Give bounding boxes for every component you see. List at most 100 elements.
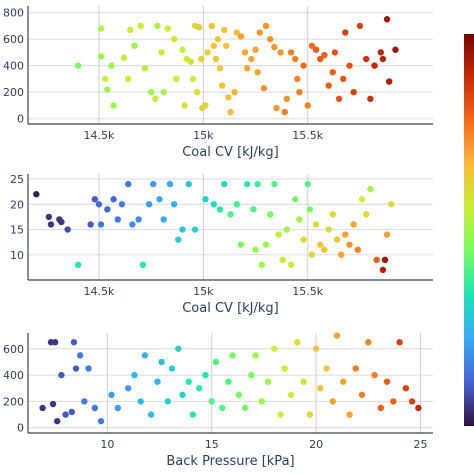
data-point (250, 206, 257, 213)
data-point (70, 339, 78, 346)
data-point (340, 378, 347, 385)
data-point (237, 33, 245, 40)
data-point (179, 46, 186, 53)
y-tick-label: 10 (10, 249, 24, 262)
data-point (62, 411, 69, 418)
data-point (346, 62, 353, 69)
data-point (212, 358, 220, 366)
data-point (365, 339, 372, 346)
data-point (415, 404, 422, 412)
data-point (227, 108, 234, 116)
data-point (97, 417, 105, 425)
data-point (216, 206, 224, 213)
data-point (275, 231, 282, 238)
data-point (233, 29, 240, 36)
data-point (141, 65, 149, 72)
y-tick-label: 800 (3, 7, 24, 20)
data-point (388, 201, 395, 208)
data-point (350, 221, 357, 228)
plot-1: 0 200 400 600 800 14.5k 15k 15.5k Coal CV [kJ/kg… (3, 6, 433, 160)
data-point (104, 206, 111, 213)
colorbar (464, 34, 474, 426)
data-points (74, 16, 399, 116)
data-point (312, 345, 320, 352)
data-point (392, 46, 399, 53)
data-point (248, 55, 255, 63)
data-point (72, 365, 80, 372)
data-point (321, 246, 328, 253)
data-point (271, 43, 278, 51)
x-tick-label: 20 (309, 438, 323, 451)
data-point (237, 241, 245, 248)
data-point (354, 246, 362, 253)
data-point (195, 24, 203, 31)
data-point (281, 108, 288, 116)
data-point (168, 365, 176, 372)
data-point (145, 201, 153, 208)
data-point (181, 102, 188, 109)
data-point (33, 190, 40, 198)
x-tick-label: 15k (193, 129, 214, 142)
data-point (137, 22, 144, 30)
data-points (33, 180, 395, 274)
data-point (287, 391, 295, 399)
data-point (252, 352, 259, 359)
data-point (110, 102, 117, 109)
y-tick-label: 600 (3, 343, 24, 356)
data-point (287, 261, 295, 269)
data-point (204, 49, 211, 56)
data-point (218, 404, 226, 412)
data-point (51, 339, 59, 346)
data-point (252, 46, 259, 53)
data-point (296, 88, 303, 96)
data-point (120, 54, 128, 61)
data-point (337, 251, 345, 258)
data-point (379, 266, 387, 274)
data-point (141, 352, 149, 359)
data-point (308, 42, 316, 49)
data-point (383, 231, 391, 238)
y-tick-label: 600 (3, 33, 24, 46)
data-point (108, 391, 115, 399)
data-point (346, 241, 353, 248)
data-point (252, 246, 259, 253)
data-point (260, 85, 268, 92)
x-axis-title: Coal CV [kJ/kg] (182, 145, 279, 160)
data-point (402, 385, 410, 392)
data-point (390, 398, 397, 405)
x-tick-label: 25 (413, 438, 427, 451)
data-point (198, 55, 205, 63)
data-point (216, 65, 224, 72)
data-point (371, 371, 378, 379)
data-point (225, 378, 232, 385)
data-point (331, 49, 339, 56)
plot-2: 10 15 20 25 14.5k 15k 15.5k Coal CV [kJ/kg] (10, 173, 433, 316)
data-point (97, 221, 105, 228)
data-point (266, 211, 274, 218)
data-point (292, 55, 299, 63)
data-point (317, 55, 324, 63)
data-point (208, 22, 215, 30)
data-point (39, 404, 46, 412)
colorbar-scale (464, 34, 474, 426)
y-tick-label: 400 (3, 60, 24, 73)
data-point (279, 256, 286, 264)
data-point (175, 345, 182, 352)
data-point (367, 185, 374, 193)
data-point (160, 216, 167, 223)
data-point (74, 261, 82, 269)
y-tick-label: 0 (17, 422, 24, 435)
data-point (325, 82, 332, 89)
data-point (91, 404, 99, 412)
data-point (352, 365, 359, 372)
data-point (139, 261, 147, 269)
data-point (202, 102, 209, 109)
data-point (241, 49, 249, 56)
data-point (262, 22, 270, 30)
data-point (170, 201, 178, 208)
data-point (137, 398, 144, 405)
data-point (164, 398, 172, 405)
x-tick-label: 10 (100, 438, 114, 451)
data-point (114, 216, 121, 223)
data-point (58, 371, 65, 379)
